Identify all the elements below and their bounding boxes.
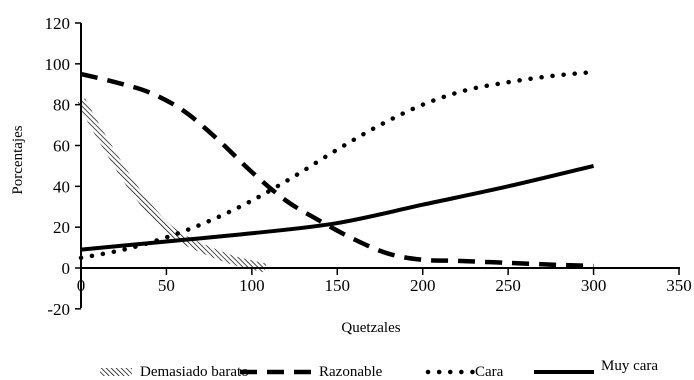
y-tick-label: 20 (53, 218, 70, 237)
y-axis-title: Porcentajes (10, 125, 26, 194)
legend-label-muy-cara: Muy cara (601, 358, 658, 374)
series-line-razonable (80, 71, 594, 269)
x-tick-label: 200 (410, 276, 436, 295)
x-tick-label: 150 (325, 276, 351, 295)
y-tick-label: 0 (62, 259, 71, 278)
y-tick-label: -20 (47, 300, 70, 319)
y-tick-label: 100 (45, 55, 71, 74)
series-line-demasiado-barato (77, 98, 267, 273)
legend-label-demasiado-barato: Demasiado barato (140, 364, 249, 380)
x-axis-title: Quetzales (341, 320, 400, 336)
legend-label-cara: Cara (475, 364, 504, 380)
y-tick-label: 80 (53, 96, 70, 115)
legend: Demasiado barato Razonable Cara Muy cara (100, 358, 658, 380)
axes (80, 23, 680, 308)
x-tick-label: 100 (239, 276, 265, 295)
x-tick-label: 250 (495, 276, 521, 295)
y-tick-label: 120 (45, 14, 71, 33)
y-tick-label: 40 (53, 177, 70, 196)
y-tick-label: 60 (53, 137, 70, 156)
x-tick-label: 350 (666, 276, 692, 295)
series-line-cara (78, 69, 596, 261)
x-tick-label: 50 (158, 276, 175, 295)
legend-label-razonable: Razonable (319, 364, 383, 380)
x-tick-label: 0 (77, 276, 86, 295)
series-line-muy-cara (80, 163, 595, 252)
x-tick-label: 300 (581, 276, 607, 295)
